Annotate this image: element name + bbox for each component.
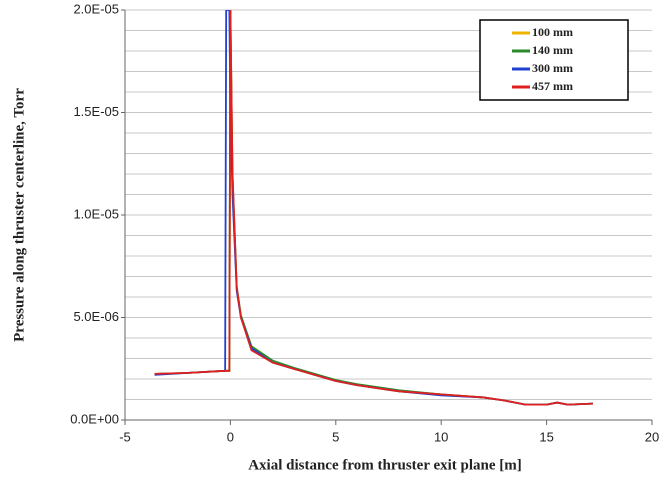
legend-label: 300 mm	[532, 61, 573, 75]
legend-label: 140 mm	[532, 43, 573, 57]
legend-label: 457 mm	[532, 79, 573, 93]
x-tick-label: 10	[434, 429, 448, 444]
legend-box	[479, 19, 629, 101]
x-tick-label: 15	[539, 429, 553, 444]
x-tick-label: 0	[227, 429, 234, 444]
y-axis-label: Pressure along thruster centerline, Torr	[11, 88, 27, 342]
y-tick-label: 0.0E+00	[70, 411, 119, 426]
y-tick-label: 1.5E-05	[73, 104, 119, 119]
x-axis-label: Axial distance from thruster exit plane …	[248, 457, 522, 473]
series-line	[154, 10, 594, 406]
x-tick-label: 20	[645, 429, 659, 444]
x-tick-label: -5	[119, 429, 131, 444]
x-tick-label: 5	[332, 429, 339, 444]
y-tick-label: 2.0E-05	[73, 1, 119, 16]
legend-label: 100 mm	[532, 25, 573, 39]
y-tick-label: 1.0E-05	[73, 206, 119, 221]
plot-area	[154, 10, 594, 406]
y-tick-label: 5.0E-06	[73, 309, 119, 324]
